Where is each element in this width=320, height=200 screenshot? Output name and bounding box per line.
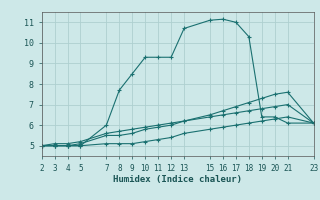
X-axis label: Humidex (Indice chaleur): Humidex (Indice chaleur) [113,175,242,184]
